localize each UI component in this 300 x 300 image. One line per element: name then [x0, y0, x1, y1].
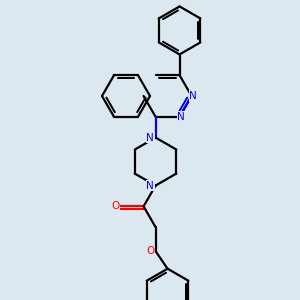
Text: O: O: [146, 246, 154, 256]
Text: O: O: [111, 201, 119, 212]
Text: N: N: [177, 112, 185, 122]
Text: N: N: [146, 133, 154, 142]
Text: N: N: [189, 91, 197, 101]
Text: N: N: [146, 181, 154, 190]
